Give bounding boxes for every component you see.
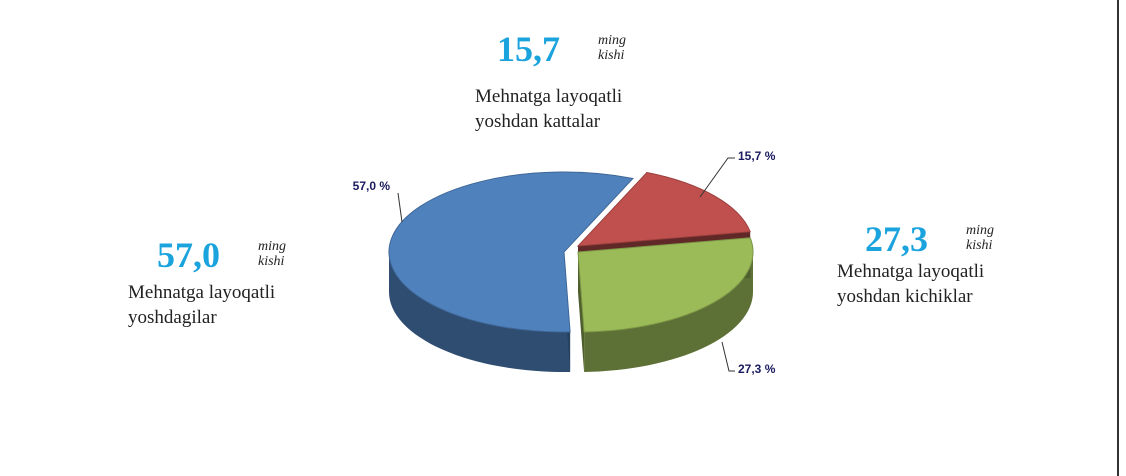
callout-value: 57,0	[157, 235, 220, 275]
pie	[388, 171, 754, 373]
slice	[577, 237, 754, 333]
callout-value: 15,7	[497, 29, 560, 69]
data-label: 27,3 %	[738, 362, 776, 376]
category-label: Mehnatga layoqatli yoshdan kichiklar	[837, 261, 985, 307]
slice-side	[584, 252, 753, 372]
leader-line	[721, 341, 735, 372]
slice	[388, 171, 634, 333]
callout-unit: ming kishi	[966, 223, 994, 253]
leader-line	[699, 157, 735, 198]
slice-side	[389, 252, 571, 373]
leader-line	[397, 192, 403, 223]
callout-value: 27,3	[865, 219, 928, 259]
callout-unit: ming kishi	[598, 33, 626, 63]
slice-face	[578, 252, 585, 372]
data-label: 15,7 %	[738, 149, 776, 163]
data-label: 57,0 %	[353, 179, 391, 193]
slice	[576, 171, 751, 247]
category-label: Mehnatga layoqatli yoshdan kattalar	[475, 86, 623, 132]
category-label: Mehnatga layoqatli yoshdagilar	[128, 282, 276, 328]
callout-unit: ming kishi	[258, 239, 286, 269]
